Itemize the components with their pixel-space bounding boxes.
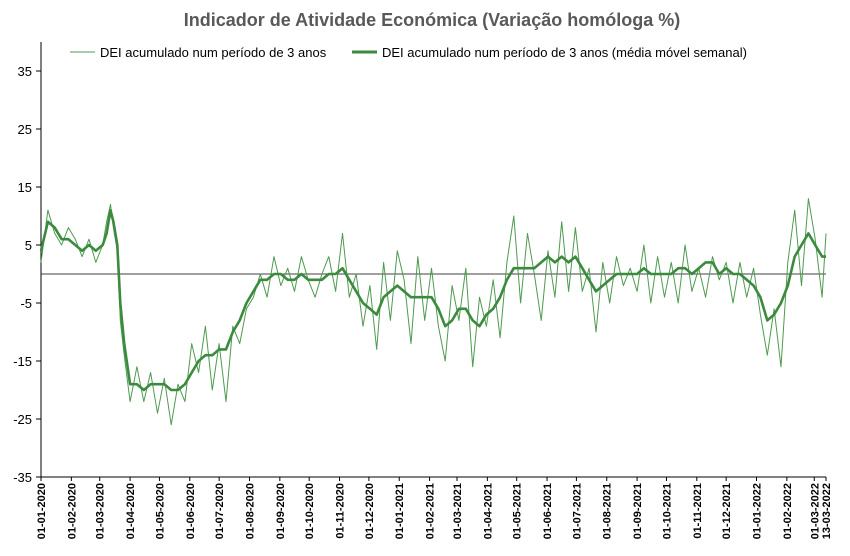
x-tick-label: 01-08-2020 (244, 483, 256, 539)
x-tick-label: 01-07-2020 (214, 483, 226, 539)
x-tick-label: 01-06-2020 (185, 483, 197, 539)
x-tick-label: 01-03-2020 (95, 483, 107, 539)
x-tick-label: 01-05-2020 (154, 483, 166, 539)
x-tick-label: 01-12-2021 (721, 483, 733, 539)
x-tick-label: 01-03-2021 (452, 483, 464, 539)
y-tick-label: -25 (13, 412, 32, 427)
x-tick-label: 01-09-2020 (275, 483, 287, 539)
x-tick-label: 13-03-2022 (821, 483, 833, 539)
y-tick-label: 5 (25, 238, 32, 253)
x-tick-label: 01-11-2021 (692, 483, 704, 539)
x-tick-label: 01-07-2021 (571, 483, 583, 539)
y-axis: 35 25 15 5 -5 -15 -25 -35 (13, 42, 42, 485)
x-tick-label: 01-04-2021 (482, 483, 494, 539)
legend-label-weekly: DEI acumulado num período de 3 anos (méd… (382, 45, 747, 60)
x-tick-label: 01-04-2020 (125, 483, 137, 539)
x-tick-label: 01-12-2020 (364, 483, 376, 539)
y-tick-label: -35 (13, 470, 32, 485)
y-tick-label: 35 (18, 64, 32, 79)
x-tick-label: 01-11-2020 (335, 483, 347, 539)
chart-title: Indicador de Atividade Económica (Variaç… (184, 10, 680, 30)
series-line-weekly-average (39, 208, 826, 392)
x-axis: 01-01-2020 01-02-2020 01-03-2020 01-04-2020… (36, 476, 833, 539)
x-tick-label: 01-05-2021 (512, 483, 524, 539)
legend: DEI acumulado num período de 3 anos DEI … (70, 45, 747, 60)
x-tick-label: 01-01-2021 (394, 483, 406, 539)
x-tick-label: 01-01-2022 (752, 483, 764, 539)
y-tick-label: -5 (20, 296, 32, 311)
x-tick-label: 01-01-2020 (36, 483, 48, 539)
x-tick-label: 01-02-2021 (425, 483, 437, 539)
x-tick-label: 01-02-2022 (782, 483, 794, 539)
y-tick-label: 15 (18, 180, 32, 195)
plot-area (39, 198, 827, 426)
x-tick-label: 01-08-2021 (602, 483, 614, 539)
x-tick-label: 01-06-2021 (542, 483, 554, 539)
x-tick-label: 01-03-2022 (809, 483, 821, 539)
series-line-daily (40, 198, 827, 426)
x-tick-label: 01-10-2020 (304, 483, 316, 539)
x-tick-label: 01-10-2021 (661, 483, 673, 539)
y-tick-label: -15 (13, 354, 32, 369)
legend-label-daily: DEI acumulado num período de 3 anos (100, 45, 327, 60)
x-tick-label: 01-09-2021 (632, 483, 644, 539)
y-tick-label: 25 (18, 122, 32, 137)
x-tick-label: 01-02-2020 (66, 483, 78, 539)
